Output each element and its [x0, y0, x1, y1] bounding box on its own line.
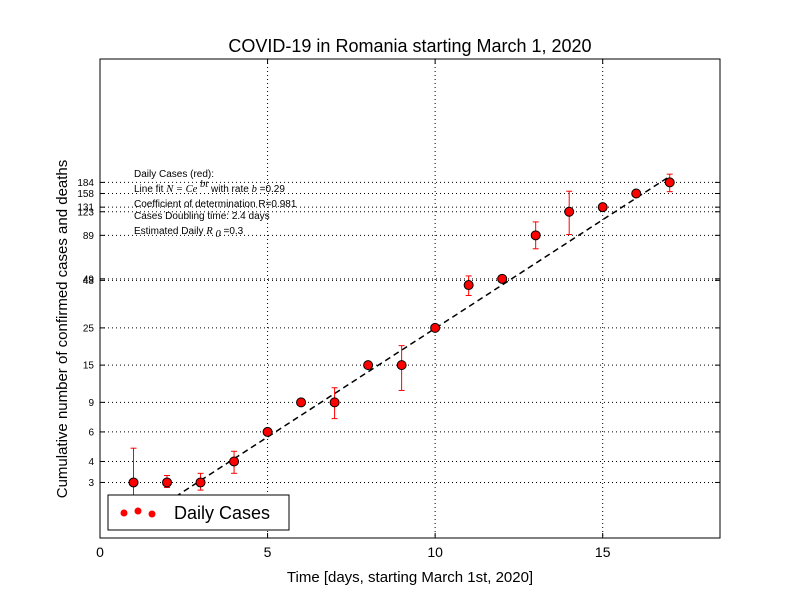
- data-point: [128, 477, 139, 488]
- legend-marker: [120, 509, 128, 517]
- data-point: [363, 360, 374, 371]
- x-tick-label: 15: [595, 544, 611, 560]
- data-point: [530, 230, 541, 241]
- grid: [100, 59, 720, 538]
- y-axis-label: Cumulative number of confirmed cases and…: [54, 160, 71, 499]
- annotation-heading: Daily Cases (red):: [134, 169, 214, 180]
- x-tick-label: 10: [427, 544, 443, 560]
- y-tick-label: 25: [83, 323, 95, 334]
- data-point: [296, 397, 307, 408]
- data-point: [262, 426, 273, 437]
- data-point: [497, 273, 508, 284]
- y-tick-label: 123: [77, 207, 94, 218]
- data-point: [597, 202, 608, 213]
- data-point: [329, 397, 340, 408]
- annotation-r0: Estimated Daily R 0 =0.3: [134, 226, 244, 240]
- data-point: [463, 280, 474, 291]
- annotation-r: Coefficient of determination R=0.981: [134, 199, 297, 210]
- x-axis-label: Time [days, starting March 1st, 2020]: [287, 569, 533, 586]
- data-point: [631, 188, 642, 199]
- data-point: [564, 206, 575, 217]
- annotation-doubling: Cases Doubling time: 2.4 days: [134, 211, 270, 222]
- data-point: [396, 360, 407, 371]
- y-tick-label: 3: [88, 478, 94, 489]
- chart-title: COVID-19 in Romania starting March 1, 20…: [228, 36, 591, 56]
- x-tick-label: 5: [264, 544, 272, 560]
- data-point: [664, 177, 675, 188]
- y-tick-label: 49: [83, 274, 95, 285]
- y-tick-label: 4: [88, 457, 94, 468]
- data-point: [430, 322, 441, 333]
- r0-prefix: Estimated Daily: [134, 226, 206, 237]
- y-tick-label: 6: [88, 427, 94, 438]
- legend-label: Daily Cases: [174, 503, 270, 523]
- r0-value: =0.3: [223, 226, 243, 237]
- line-fit-prefix: Line fit: [134, 184, 166, 195]
- line-fit-rate-value: =0.29: [260, 184, 286, 195]
- r0-symbol: R: [205, 226, 213, 237]
- line-fit-middle: with rate: [210, 184, 252, 195]
- y-tick-label: 15: [83, 361, 95, 372]
- y-tick-label: 184: [77, 178, 94, 189]
- legend: Daily Cases: [107, 494, 290, 531]
- data-point: [162, 477, 173, 488]
- y-tick-label: 158: [77, 189, 94, 200]
- data-point: [229, 456, 240, 467]
- line-fit-formula: N = Ce: [165, 184, 197, 195]
- data-points: [128, 173, 675, 525]
- y-tick-label: 89: [83, 231, 95, 242]
- line-fit-rate-symbol: b: [252, 184, 257, 195]
- line-fit-exponent: bt: [200, 179, 209, 190]
- y-tick-label: 9: [88, 398, 94, 409]
- plot-frame: [99, 58, 721, 539]
- r0-subscript: 0: [215, 229, 221, 240]
- y-tick-label: 131: [77, 203, 94, 214]
- y-tick-label: 48: [83, 276, 95, 287]
- annotation-line-fit: Line fit N = Ce bt with rate b =0.29: [134, 179, 285, 195]
- legend-marker: [134, 507, 142, 515]
- legend-marker: [148, 510, 156, 518]
- fit-annotation: Daily Cases (red): Line fit N = Ce bt wi…: [134, 169, 297, 240]
- data-point: [195, 477, 206, 488]
- x-tick-label: 0: [96, 544, 104, 560]
